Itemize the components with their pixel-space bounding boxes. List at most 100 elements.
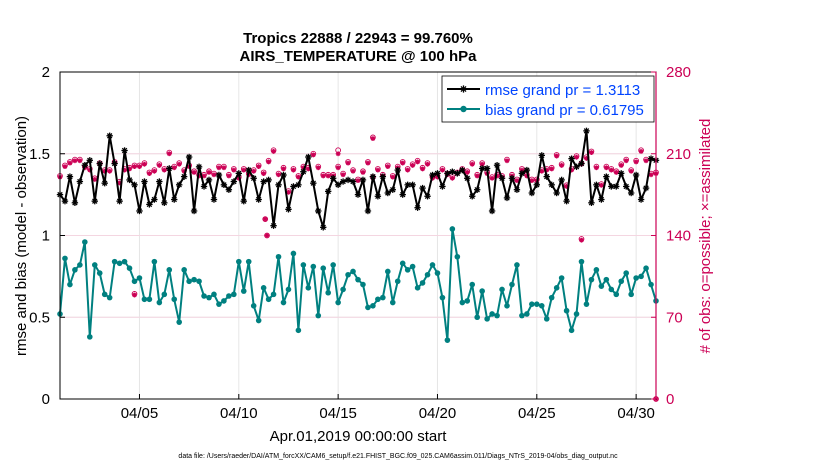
rmse-point — [444, 170, 451, 177]
obs-assimilated-point — [276, 172, 281, 178]
obs-assimilated-point — [171, 165, 177, 171]
bias-point — [240, 288, 247, 294]
rmse-point — [647, 155, 655, 162]
bias-point — [598, 283, 605, 289]
obs-assimilated-point — [400, 160, 406, 166]
obs-assimilated-point — [226, 173, 232, 179]
rmse-point — [533, 181, 540, 189]
obs-assimilated-point — [504, 158, 510, 164]
obs-assimilated-point — [291, 167, 296, 173]
data-file-footnote: data file: /Users/raeder/DAI/ATM_forcXX/… — [178, 453, 618, 460]
obs-assimilated-point — [370, 136, 376, 141]
bias-point — [394, 278, 401, 285]
rmse-point — [136, 207, 143, 215]
rmse-point — [111, 160, 118, 167]
rmse-point — [528, 189, 536, 197]
obs-assimilated-point — [628, 168, 634, 174]
rmse-point — [364, 207, 372, 215]
chart-title: Tropics 22888 / 22943 = 99.760% — [243, 30, 473, 47]
bias-point — [385, 268, 391, 275]
bias-point — [330, 262, 336, 268]
obs-assimilated-point — [147, 171, 152, 177]
rmse-point — [434, 170, 441, 177]
obs-assimilated-point — [539, 168, 545, 174]
bias-point — [305, 285, 312, 291]
bias-point — [280, 299, 287, 306]
y-right-tick-label: 0 — [666, 391, 674, 408]
rmse-point — [126, 176, 133, 184]
y-left-tick-label: 0.5 — [29, 309, 50, 326]
bias-point — [389, 299, 396, 306]
obs-assimilated-point — [598, 182, 604, 188]
rmse-point — [166, 165, 173, 172]
bias-point — [196, 278, 202, 285]
obs-assimilated-point — [325, 173, 331, 179]
obs-assimilated-point — [365, 160, 371, 166]
obs-assimilated-point — [464, 170, 470, 175]
rmse-point — [464, 175, 471, 182]
rmse-point — [354, 191, 362, 198]
rmse-point — [106, 132, 113, 139]
bias-point — [206, 294, 212, 301]
rmse-point — [285, 206, 292, 213]
bias-point — [365, 304, 371, 311]
rmse-point — [61, 197, 69, 205]
bias-point — [648, 281, 654, 288]
rmse-point — [414, 204, 421, 211]
bias-point — [494, 312, 500, 319]
bias-point — [72, 267, 78, 273]
obs-assimilated-point — [62, 164, 68, 169]
rmse-point — [369, 173, 377, 180]
bias-point — [553, 285, 560, 291]
rmse-point — [96, 160, 103, 167]
obs-assimilated-point — [440, 167, 445, 173]
bias-point — [479, 288, 485, 294]
rmse-point — [603, 173, 610, 180]
bias-point — [380, 294, 386, 301]
x-tick-label: 04/15 — [319, 405, 357, 422]
bias-point — [355, 276, 361, 283]
bias-point — [593, 267, 600, 273]
rmse-point — [439, 183, 446, 190]
chart-subtitle: AIRS_TEMPERATURE @ 100 hPa — [240, 48, 478, 65]
rmse-point — [310, 179, 317, 187]
obs-assimilated-point — [474, 173, 480, 179]
bias-point — [519, 312, 525, 319]
bias-point — [360, 281, 366, 288]
bias-point — [578, 258, 585, 265]
bias-point — [171, 296, 178, 303]
obs-assimilated-point — [176, 161, 182, 167]
rmse-point — [374, 193, 382, 200]
obs-assimilated-point — [201, 173, 207, 179]
bias-point — [131, 278, 138, 285]
rmse-point — [235, 170, 242, 177]
bias-point — [201, 293, 207, 299]
rmse-point — [91, 197, 98, 205]
obs-assimilated-point — [638, 149, 644, 154]
rmse-point — [419, 184, 426, 192]
rmse-point — [205, 176, 213, 184]
rmse-point — [518, 170, 526, 177]
y-right-tick-label: 280 — [666, 64, 691, 81]
rmse-point — [305, 153, 312, 161]
rmse-point — [290, 183, 297, 190]
rmse-point — [618, 170, 625, 177]
rmse-point — [384, 189, 391, 197]
rmse-point — [255, 196, 262, 203]
bias-point — [136, 275, 143, 281]
obs-assimilated-point — [603, 165, 609, 171]
bias-point — [260, 285, 267, 291]
rmse-point — [101, 179, 108, 187]
y-left-axis-label: rmse and bias (model - observation) — [13, 116, 30, 356]
bias-point — [126, 265, 133, 272]
obs-assimilated-point — [261, 171, 267, 177]
bias-point — [399, 260, 406, 267]
obs-assimilated-point — [594, 165, 599, 171]
bias-point — [563, 307, 570, 314]
bias-point — [216, 301, 222, 307]
rmse-point — [469, 193, 476, 200]
rmse-point — [583, 127, 590, 135]
bias-point — [543, 316, 550, 322]
obs-assimilated-point — [529, 178, 535, 184]
